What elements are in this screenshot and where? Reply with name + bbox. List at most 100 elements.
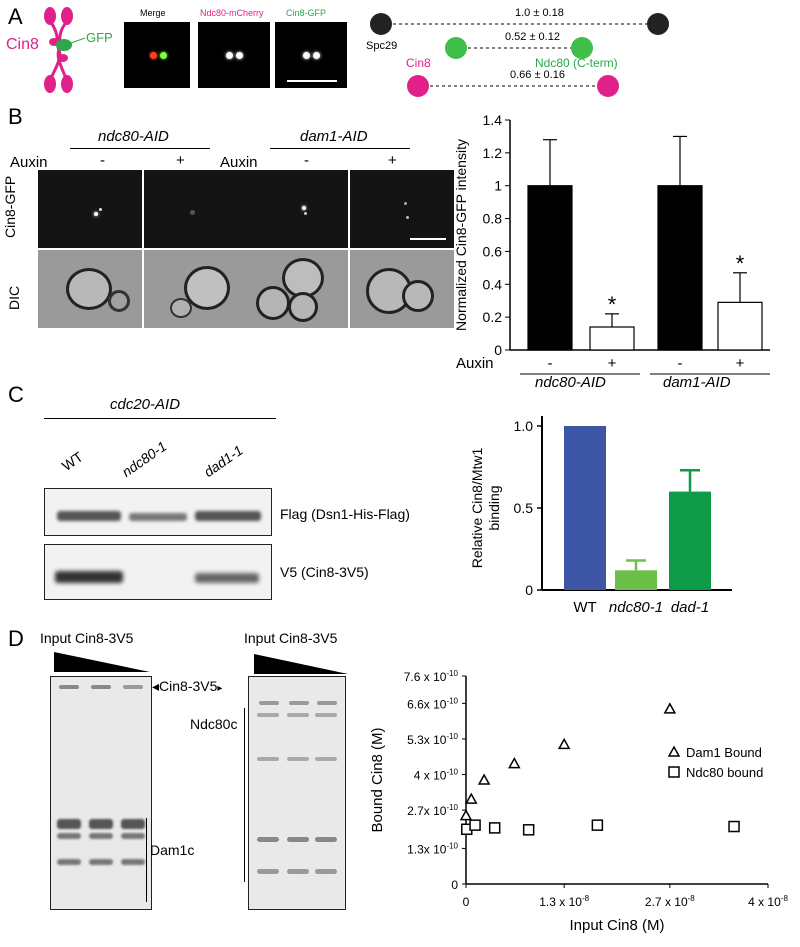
x-tick-label: 1.3 x 10-8 <box>539 894 589 909</box>
significance-star: * <box>608 292 617 317</box>
cin8-motor-head <box>61 75 73 93</box>
ndc80c-gel-label: Ndc80c <box>190 716 238 732</box>
gradient-wedge <box>254 654 348 674</box>
data-point-dam1 <box>465 792 478 804</box>
x-tick-label: 2.7 x 10-8 <box>645 894 695 909</box>
gradient-wedge <box>54 652 150 672</box>
lane-label-dad1-1: dad1-1 <box>200 441 246 480</box>
y-tick-label: 0.2 <box>483 309 503 325</box>
auxin-value: - <box>678 355 683 372</box>
x-axis-label: Input Cin8 (M) <box>569 917 664 934</box>
ndc80-dot <box>445 37 467 59</box>
y-tick-label: 1.3x 10-10 <box>407 841 458 856</box>
dam1-plus-gfp-image <box>350 170 454 248</box>
flag-blot <box>44 488 272 536</box>
y-tick-label: 0.5 <box>514 500 534 516</box>
cin8-motor-head <box>44 75 56 93</box>
x-tick-label: 0 <box>463 895 470 909</box>
y-tick-label: 0 <box>525 582 533 598</box>
gfp-label: GFP <box>86 30 113 45</box>
spc29-dot <box>647 13 669 35</box>
y-tick-label: 1 <box>494 178 502 194</box>
auxin-value: - <box>548 355 553 372</box>
data-point-dam1 <box>663 702 677 714</box>
dam1-minus-dic-image <box>244 250 348 328</box>
auxin-label: Auxin <box>220 154 258 171</box>
data-point-ndc80 <box>469 819 481 831</box>
cin8-motor-head <box>61 7 73 25</box>
significance-star: * <box>736 251 745 276</box>
spc29-label: Spc29 <box>366 40 398 52</box>
plus-label: + <box>388 152 397 169</box>
data-point-ndc80 <box>728 820 740 833</box>
y-tick-label: 7.6 x 10-10 <box>404 670 459 684</box>
y-tick-label: 0 <box>451 878 458 892</box>
legend-label-dam1: Dam1 Bound <box>686 745 762 760</box>
arrow-left-icon: ◂ <box>152 678 160 694</box>
bar <box>717 301 763 351</box>
bar <box>669 491 711 590</box>
auxin-value: + <box>736 355 745 372</box>
row-label-gfp: Cin8-GFP <box>2 175 18 238</box>
bar <box>657 185 703 351</box>
scale-bar <box>287 80 337 82</box>
legend-marker-dam1 <box>667 745 681 757</box>
category-label: ndc80-1 <box>609 599 663 616</box>
cin8-schematic <box>44 7 86 93</box>
auxin-label: Auxin <box>10 154 48 171</box>
category-label: WT <box>573 599 596 616</box>
arrow-right-icon: ▸ <box>217 683 223 694</box>
y-tick-label: 4 x 10-10 <box>414 768 459 783</box>
bar <box>615 570 657 590</box>
ndc80-minus-gfp-image <box>38 170 142 248</box>
ndc80-minus-dic-image <box>38 250 142 328</box>
cin8-gfp-label: Cin8-GFP <box>286 8 327 18</box>
distance-diagram <box>370 13 669 97</box>
cin8-gfp-image <box>275 22 347 88</box>
cin8-diagram-label: Cin8 <box>406 56 431 70</box>
minus-label: - <box>100 152 105 169</box>
y-tick-label: 0.4 <box>483 276 503 292</box>
y-axis-label: Relative Cin8/Mtw1binding <box>469 447 502 568</box>
ndc80-dot <box>571 37 593 59</box>
ndc80-plus-gfp-image <box>144 170 248 248</box>
data-point-dam1 <box>508 757 521 769</box>
chart-d: 0 1.3x 10-10 2.7x 10-10 4 x 10-10 5.3x 10-10… <box>369 670 788 934</box>
merge-label: Merge <box>140 8 166 18</box>
x-tick-label: 4 x 10-8 <box>748 894 788 909</box>
y-tick-label: 2.7x 10-10 <box>407 803 458 818</box>
cin8-dot <box>597 75 619 97</box>
dam1-minus-gfp-image <box>244 170 348 248</box>
dam1c-gel <box>50 676 152 910</box>
ndc80-aid-label: ndc80-AID <box>98 128 169 145</box>
cdc20-aid-label: cdc20-AID <box>110 396 181 413</box>
data-point-ndc80 <box>488 822 501 834</box>
plus-label: + <box>176 152 185 169</box>
spc29-dot <box>370 13 392 35</box>
ndc80c-gel <box>248 676 346 910</box>
chart-b-group-label: ndc80-AID <box>535 374 606 391</box>
merge-image <box>124 22 190 88</box>
auxin-axis-label: Auxin <box>456 355 494 372</box>
data-point-dam1 <box>557 737 571 750</box>
category-label: dad-1 <box>671 599 709 616</box>
cin8-3v5-gel-label: ◂Cin8-3V5▸ <box>152 678 223 694</box>
scale-bar <box>410 238 446 240</box>
input-label-2: Input Cin8-3V5 <box>244 630 338 646</box>
panel-label-c: C <box>8 382 24 407</box>
lane-label-wt: WT <box>58 448 86 474</box>
bar <box>564 426 606 590</box>
y-tick-label: 6.6x 10-10 <box>407 696 458 711</box>
y-axis-label: Normalized Cin8-GFP intensity <box>453 139 469 331</box>
row-label-dic: DIC <box>6 285 22 310</box>
y-tick-label: 0 <box>494 342 502 358</box>
dam1c-gel-label: Dam1c <box>150 842 195 858</box>
ndc80-cterm-label: Ndc80 (C-term) <box>535 56 618 70</box>
ndc80-mcherry-label: Ndc80-mCherry <box>200 8 264 18</box>
panel-label-d: D <box>8 626 24 651</box>
cin8-label: Cin8 <box>6 36 39 53</box>
ndc80-plus-dic-image <box>144 250 248 328</box>
data-point-dam1 <box>459 809 473 821</box>
legend-marker-ndc80 <box>668 766 680 778</box>
y-tick-label: 1.4 <box>483 112 503 128</box>
